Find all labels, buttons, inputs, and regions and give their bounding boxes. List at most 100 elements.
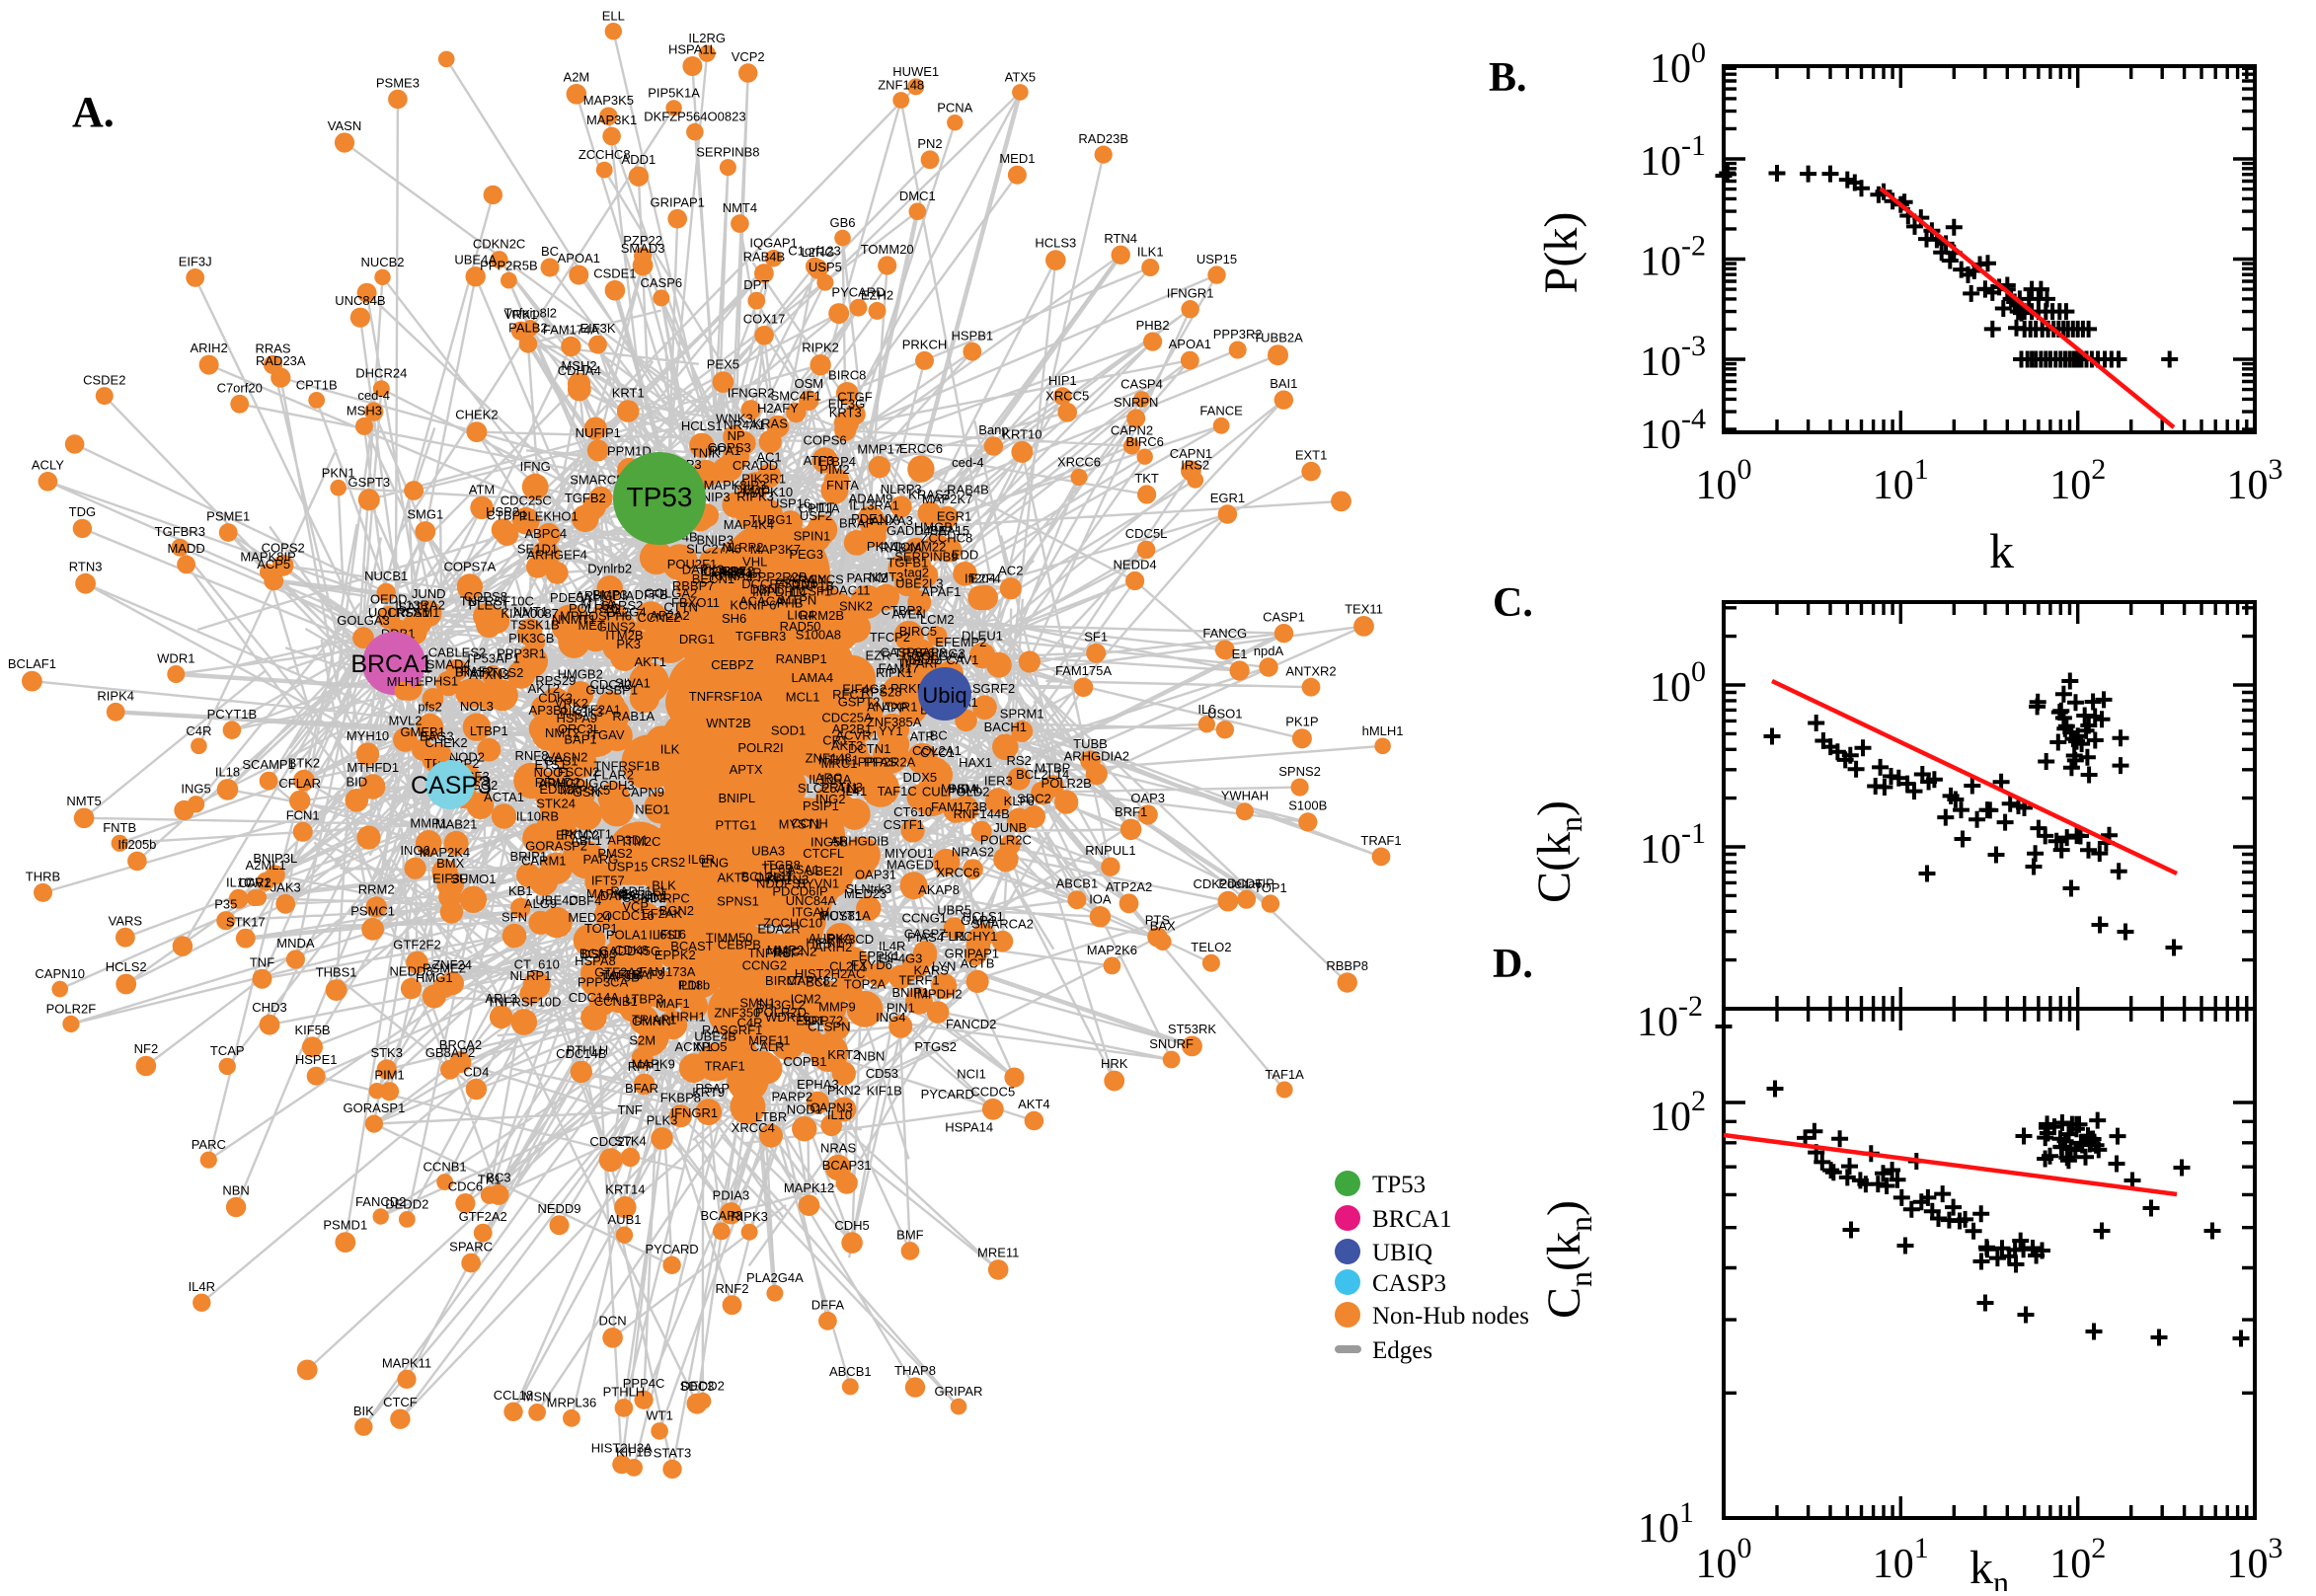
svg-text:PK3: PK3: [616, 637, 641, 651]
svg-text:ATX5: ATX5: [1005, 70, 1037, 85]
svg-text:AP3D1: AP3D1: [607, 833, 648, 848]
svg-text:BAG3: BAG3: [420, 729, 454, 744]
svg-text:UBE2L3: UBE2L3: [895, 576, 943, 591]
svg-text:FSCN1: FSCN1: [775, 576, 817, 591]
svg-text:UBE4A: UBE4A: [454, 253, 497, 267]
svg-text:GOLGA4: GOLGA4: [911, 648, 964, 663]
svg-text:TGFB2: TGFB2: [565, 491, 606, 505]
svg-text:MAPK8: MAPK8: [787, 973, 830, 988]
svg-text:GMNN: GMNN: [632, 1014, 671, 1028]
svg-text:MAPK12: MAPK12: [784, 1180, 834, 1195]
svg-text:GOLGA3: GOLGA3: [337, 613, 389, 628]
svg-text:ILK: ILK: [660, 741, 680, 756]
svg-text:EIF4G3: EIF4G3: [879, 950, 923, 965]
svg-text:CYC1: CYC1: [920, 745, 955, 760]
svg-text:NRAS: NRAS: [820, 1140, 856, 1155]
svg-text:ITGAV: ITGAV: [792, 904, 829, 919]
svg-text:CDH3: CDH3: [599, 778, 634, 793]
svg-text:HIP1R: HIP1R: [724, 566, 761, 580]
svg-text:BLK: BLK: [652, 878, 676, 893]
svg-text:CULPOLD2: CULPOLD2: [922, 784, 990, 798]
svg-text:KRAS: KRAS: [752, 417, 788, 431]
svg-text:PKN2: PKN2: [827, 1083, 861, 1098]
svg-text:ILK1: ILK1: [1137, 244, 1164, 259]
svg-text:EF2AK: EF2AK: [642, 906, 683, 921]
svg-text:ABPC4: ABPC4: [524, 526, 567, 541]
svg-text:FANCG: FANCG: [1202, 626, 1247, 641]
svg-text:SH3GL2: SH3GL2: [756, 998, 806, 1013]
svg-text:TNFRSF10D: TNFRSF10D: [487, 995, 561, 1010]
svg-text:PKMYT1: PKMYT1: [561, 826, 612, 841]
svg-text:CCNB1: CCNB1: [424, 1160, 467, 1175]
svg-text:STK24: STK24: [536, 796, 576, 810]
svg-text:TAF1B: TAF1B: [602, 967, 642, 982]
svg-text:BNIPL: BNIPL: [719, 791, 756, 805]
svg-text:MUS81: MUS81: [819, 909, 862, 924]
svg-text:PIK3K3: PIK3K3: [560, 705, 603, 720]
svg-text:ARC: ARC: [815, 771, 842, 786]
svg-text:MED1: MED1: [999, 151, 1035, 166]
svg-text:CABLES2: CABLES2: [428, 645, 487, 659]
svg-text:SUMO1: SUMO1: [450, 872, 496, 886]
svg-text:FAM173B: FAM173B: [931, 799, 987, 814]
svg-text:DRG1: DRG1: [679, 632, 715, 646]
svg-text:UBR5: UBR5: [937, 903, 971, 918]
svg-text:A.: A.: [72, 88, 115, 136]
svg-text:SMC4F1: SMC4F1: [771, 388, 821, 403]
svg-text:EIF3G: EIF3G: [828, 397, 866, 412]
svg-text:CHEK2: CHEK2: [455, 408, 498, 422]
svg-text:CD53: CD53: [866, 1066, 898, 1081]
svg-text:APAF1: APAF1: [921, 584, 961, 599]
svg-text:PSME2: PSME2: [423, 961, 466, 976]
svg-text:CSF1: CSF1: [799, 584, 831, 599]
svg-text:VCP: VCP: [622, 899, 649, 914]
svg-text:RCHY1: RCHY1: [954, 929, 997, 944]
svg-text:PYCARD: PYCARD: [831, 284, 885, 299]
svg-text:EGR1: EGR1: [1210, 491, 1245, 505]
svg-text:MADD: MADD: [901, 651, 939, 666]
svg-text:USP2: USP2: [486, 504, 519, 519]
svg-text:HMGB1: HMGB1: [914, 519, 960, 534]
svg-text:k: k: [1989, 523, 2014, 578]
svg-text:BACH1: BACH1: [984, 720, 1027, 734]
svg-text:ARHGDIA2: ARHGDIA2: [1064, 749, 1129, 764]
svg-text:OEDD: OEDD: [370, 591, 408, 606]
svg-text:BNIP1: BNIP1: [892, 985, 930, 1000]
svg-text:RIPK4: RIPK4: [97, 688, 134, 703]
svg-text:PEX5: PEX5: [707, 357, 739, 372]
svg-text:RIPK2: RIPK2: [802, 341, 839, 355]
svg-text:RIPK3: RIPK3: [736, 490, 774, 504]
svg-text:HSPA1L: HSPA1L: [668, 42, 717, 57]
svg-text:CAPN10: CAPN10: [35, 966, 85, 981]
svg-text:CSDE2: CSDE2: [83, 373, 125, 388]
svg-text:HCLS1: HCLS1: [963, 909, 1004, 924]
svg-text:RAB4B: RAB4B: [947, 482, 989, 496]
svg-text:ASA1: ASA1: [787, 863, 819, 877]
svg-text:TUBB2A: TUBB2A: [1253, 331, 1303, 345]
svg-text:pfs2: pfs2: [418, 699, 442, 714]
svg-text:MAP3K1: MAP3K1: [586, 113, 637, 127]
svg-text:ARHGDIA: ARHGDIA: [576, 588, 635, 603]
svg-text:RS2: RS2: [1006, 753, 1031, 768]
svg-text:MED23: MED23: [844, 886, 887, 901]
svg-text:ARHGDIG: ARHGDIG: [539, 776, 599, 791]
svg-text:MAP3K5: MAP3K5: [583, 93, 634, 108]
svg-text:PKN1: PKN1: [867, 539, 900, 554]
svg-text:DSG3: DSG3: [581, 947, 616, 961]
svg-text:HCLS2: HCLS2: [106, 959, 147, 974]
svg-text:NOD1: NOD1: [787, 1102, 822, 1117]
svg-text:DLEU1: DLEU1: [962, 628, 1003, 643]
svg-text:Dynlrb2: Dynlrb2: [587, 562, 632, 576]
svg-text:IRS2: IRS2: [1181, 457, 1209, 472]
svg-text:CAPN1: CAPN1: [1170, 446, 1212, 461]
svg-text:S2M: S2M: [629, 1033, 656, 1048]
svg-text:CD4: CD4: [463, 1064, 489, 1079]
svg-text:DCCP4K1: DCCP4K1: [741, 576, 801, 591]
svg-text:APOA1: APOA1: [1169, 337, 1211, 351]
svg-text:PRKCH: PRKCH: [902, 337, 948, 351]
svg-text:ACTB: ACTB: [961, 955, 995, 970]
svg-text:MNDA: MNDA: [276, 936, 315, 950]
svg-text:RALBP1: RALBP1: [619, 887, 668, 902]
svg-text:GSN: GSN: [573, 785, 600, 799]
svg-text:POLR2F: POLR2F: [46, 1001, 97, 1016]
